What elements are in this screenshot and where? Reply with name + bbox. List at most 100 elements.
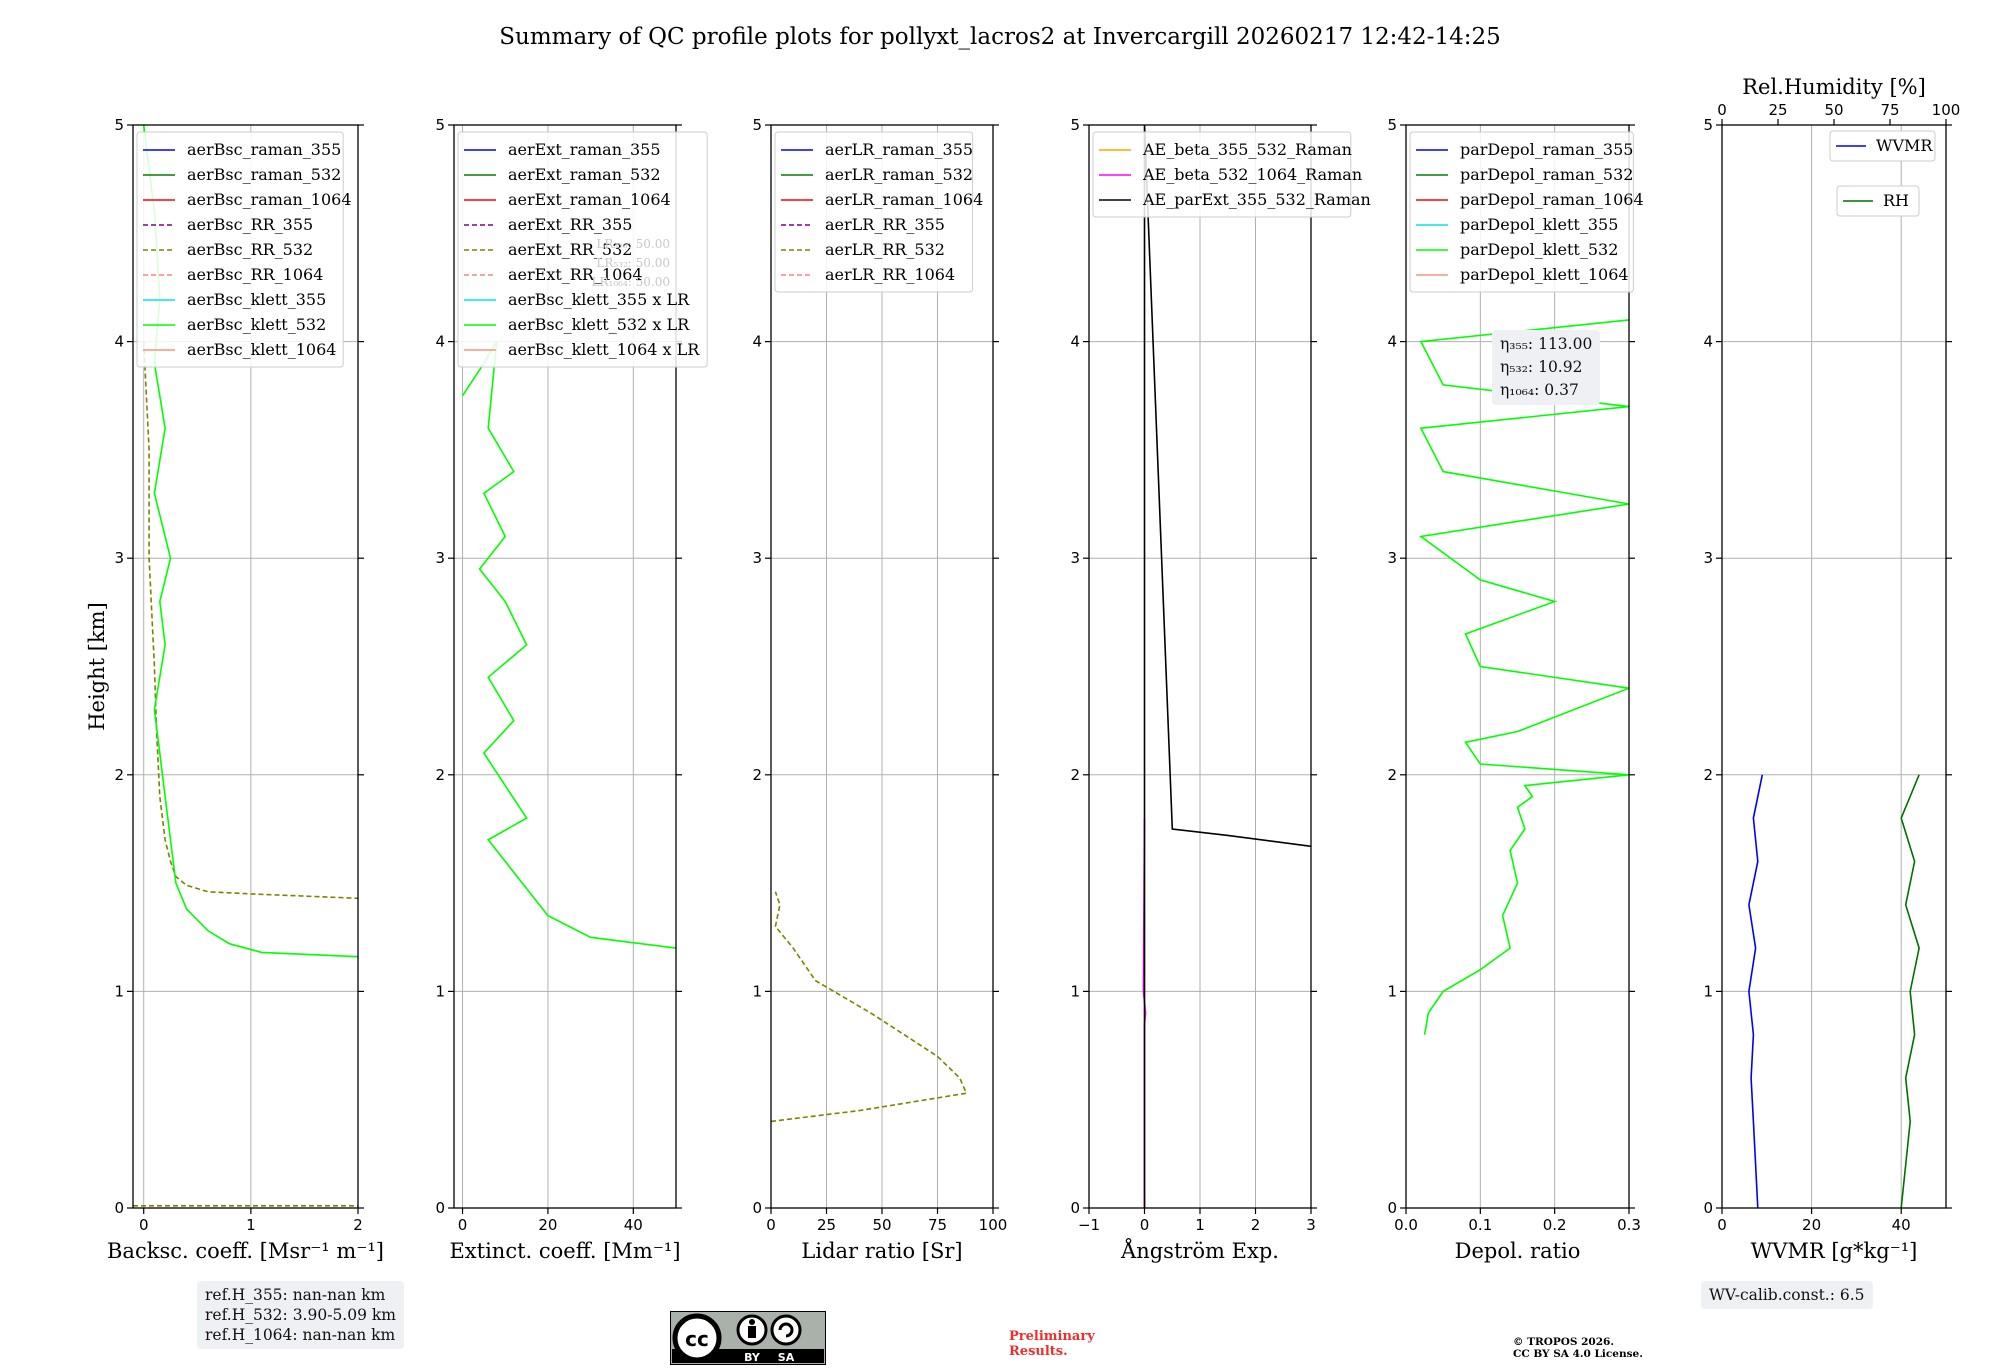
top-tick-label: 0	[1717, 101, 1727, 119]
y-tick-label: 3	[114, 549, 124, 567]
legend-label: aerBsc_klett_1064	[187, 340, 336, 359]
axes-frame	[1405, 124, 1630, 1209]
x-tick-label: 2	[1251, 1216, 1261, 1234]
y-tick-label: 4	[1387, 333, 1397, 351]
x-tick-label: 20	[538, 1216, 557, 1234]
x-tick-label: 20	[1802, 1216, 1821, 1234]
legend-label: aerBsc_RR_1064	[187, 265, 323, 284]
wv-calibration-box: WV-calib.const.: 6.5	[1701, 1281, 1873, 1309]
top-axis-label: Rel.Humidity [%]	[1742, 75, 1926, 99]
x-tick-label: 0	[458, 1216, 468, 1234]
x-tick-label: 40	[624, 1216, 643, 1234]
series-line-AE_parExt_355_532_Raman	[1143, 125, 1311, 1208]
x-tick-label: 0.3	[1617, 1216, 1641, 1234]
x-tick-label: 100	[979, 1216, 1008, 1234]
legend-label: AE_beta_355_532_Raman	[1142, 140, 1352, 159]
y-tick-label: 5	[114, 116, 124, 134]
axes-frame	[132, 124, 359, 1209]
eta-355: η₃₅₅: 113.00	[1500, 335, 1593, 353]
y-tick-label: 2	[114, 766, 124, 784]
panel-lidar_ratio: 0 25 50 75 100 0 1 2 3 4 5 Lidar ratio [Sr] aerLR_ra…	[752, 116, 1007, 1263]
y-tick-label: 4	[435, 333, 445, 351]
wv-calib-text: WV-calib.const.: 6.5	[1709, 1286, 1865, 1304]
prelim-line-2: Results.	[1009, 1344, 1068, 1359]
x-tick-label: 2	[353, 1216, 363, 1234]
y-tick-label: 0	[435, 1199, 445, 1217]
y-tick-label: 5	[1703, 116, 1713, 134]
cc-license-badge[interactable]: cc BY SA	[669, 1310, 827, 1366]
prelim-line-1: Preliminary	[1009, 1329, 1095, 1344]
top-tick-label: 75	[1880, 101, 1899, 119]
y-tick-label: 5	[435, 116, 445, 134]
copyright-line-1: © TROPOS 2026.	[1513, 1336, 1615, 1348]
y-tick-label: 0	[1387, 1199, 1397, 1217]
legend-label: aerLR_raman_532	[825, 165, 973, 184]
y-tick-label: 1	[752, 982, 762, 1000]
x-axis-label: Backsc. coeff. [Msr⁻¹ m⁻¹]	[107, 1239, 384, 1263]
series-line-aerLR_RR_532	[771, 891, 968, 1123]
y-tick-label: 2	[752, 766, 762, 784]
legend-box	[136, 131, 344, 368]
legend-label: aerExt_RR_532	[508, 240, 632, 259]
legend-box	[774, 131, 974, 293]
lidar-ratio-text: LR₃₅₅: 50.00	[596, 237, 670, 251]
x-axis-label: WVMR [g*kg⁻¹]	[1751, 1239, 1918, 1263]
legend-box	[1092, 131, 1352, 218]
panel-wvmr: 0 20 40 0 1 2 3 4 5 WVMR [g*kg⁻¹] 0 25 50 75 100 Rel.Hu…	[1703, 75, 1960, 1263]
legend-label: aerExt_raman_1064	[508, 190, 671, 209]
y-tick-label: 0	[1070, 1199, 1080, 1217]
series-line-parDepol_klett_532	[1418, 319, 1629, 1035]
legend-label: parDepol_raman_532	[1460, 165, 1633, 184]
legend-label: aerLR_RR_1064	[825, 265, 955, 284]
preliminary-results-note: Preliminary Results.	[1009, 1329, 1095, 1359]
legend-label: parDepol_raman_355	[1460, 140, 1633, 159]
legend-label: aerBsc_raman_355	[187, 140, 341, 159]
x-tick-label: 3	[1306, 1216, 1316, 1234]
legend-label: aerExt_raman_532	[508, 165, 661, 184]
y-tick-label: 1	[1703, 982, 1713, 1000]
y-tick-label: 1	[114, 982, 124, 1000]
y-tick-label: 1	[1070, 982, 1080, 1000]
panel-depol: 0.0 0.1 0.2 0.3 0 1 2 3 4 5 Depol. ratio parDepol_r…	[1387, 116, 1643, 1263]
legend-box	[1409, 131, 1634, 293]
lidar-ratio-text: LR₅₃₂: 50.00	[596, 256, 670, 270]
ref-height-355: ref.H_355: nan-nan km	[205, 1286, 386, 1304]
x-axis-label: Depol. ratio	[1455, 1239, 1581, 1263]
y-tick-label: 0	[752, 1199, 762, 1217]
x-tick-label: 75	[928, 1216, 947, 1234]
legend-label: AE_beta_532_1064_Raman	[1142, 165, 1362, 184]
panel-backscatter: 0 1 2 0 1 2 3 4 5 Backsc. coeff. [Msr⁻¹ m⁻¹] Heigh…	[85, 116, 384, 1263]
x-tick-label: 0.0	[1394, 1216, 1418, 1234]
x-tick-label: 1	[246, 1216, 256, 1234]
legend-label: aerLR_RR_532	[825, 240, 945, 259]
panel-extinction: 0 20 40 0 1 2 3 4 5 Extinct. coeff. [Mm⁻¹] aerExt_…	[435, 116, 708, 1263]
legend-label: parDepol_klett_1064	[1460, 265, 1629, 284]
legend-label: parDepol_klett_532	[1460, 240, 1618, 259]
y-axis-label: Height [km]	[85, 602, 109, 731]
legend-label: aerBsc_raman_1064	[187, 190, 352, 209]
x-tick-label: 40	[1892, 1216, 1911, 1234]
ref-height-532: ref.H_532: 3.90-5.09 km	[205, 1306, 396, 1324]
y-tick-label: 2	[1387, 766, 1397, 784]
y-tick-label: 0	[1703, 1199, 1713, 1217]
x-axis-label: Extinct. coeff. [Mm⁻¹]	[449, 1239, 680, 1263]
y-tick-label: 4	[114, 333, 124, 351]
series-group	[461, 341, 676, 949]
x-tick-label: 0	[766, 1216, 776, 1234]
legend-label: RH	[1883, 191, 1909, 210]
y-tick-label: 1	[1387, 982, 1397, 1000]
y-tick-label: 1	[435, 982, 445, 1000]
legend-label: aerBsc_klett_532	[187, 315, 326, 334]
x-tick-label: 0.2	[1543, 1216, 1567, 1234]
legend-label: aerLR_raman_355	[825, 140, 973, 159]
legend-label: aerExt_RR_1064	[508, 265, 643, 284]
series-group	[771, 891, 968, 1123]
series-line-WVMR	[1748, 774, 1764, 1208]
x-tick-label: −1	[1078, 1216, 1100, 1234]
y-tick-label: 3	[435, 549, 445, 567]
x-tick-label: 50	[872, 1216, 891, 1234]
legend-label: aerBsc_RR_532	[187, 240, 313, 259]
y-tick-label: 3	[1387, 549, 1397, 567]
cc-by-label: BY	[744, 1351, 761, 1364]
